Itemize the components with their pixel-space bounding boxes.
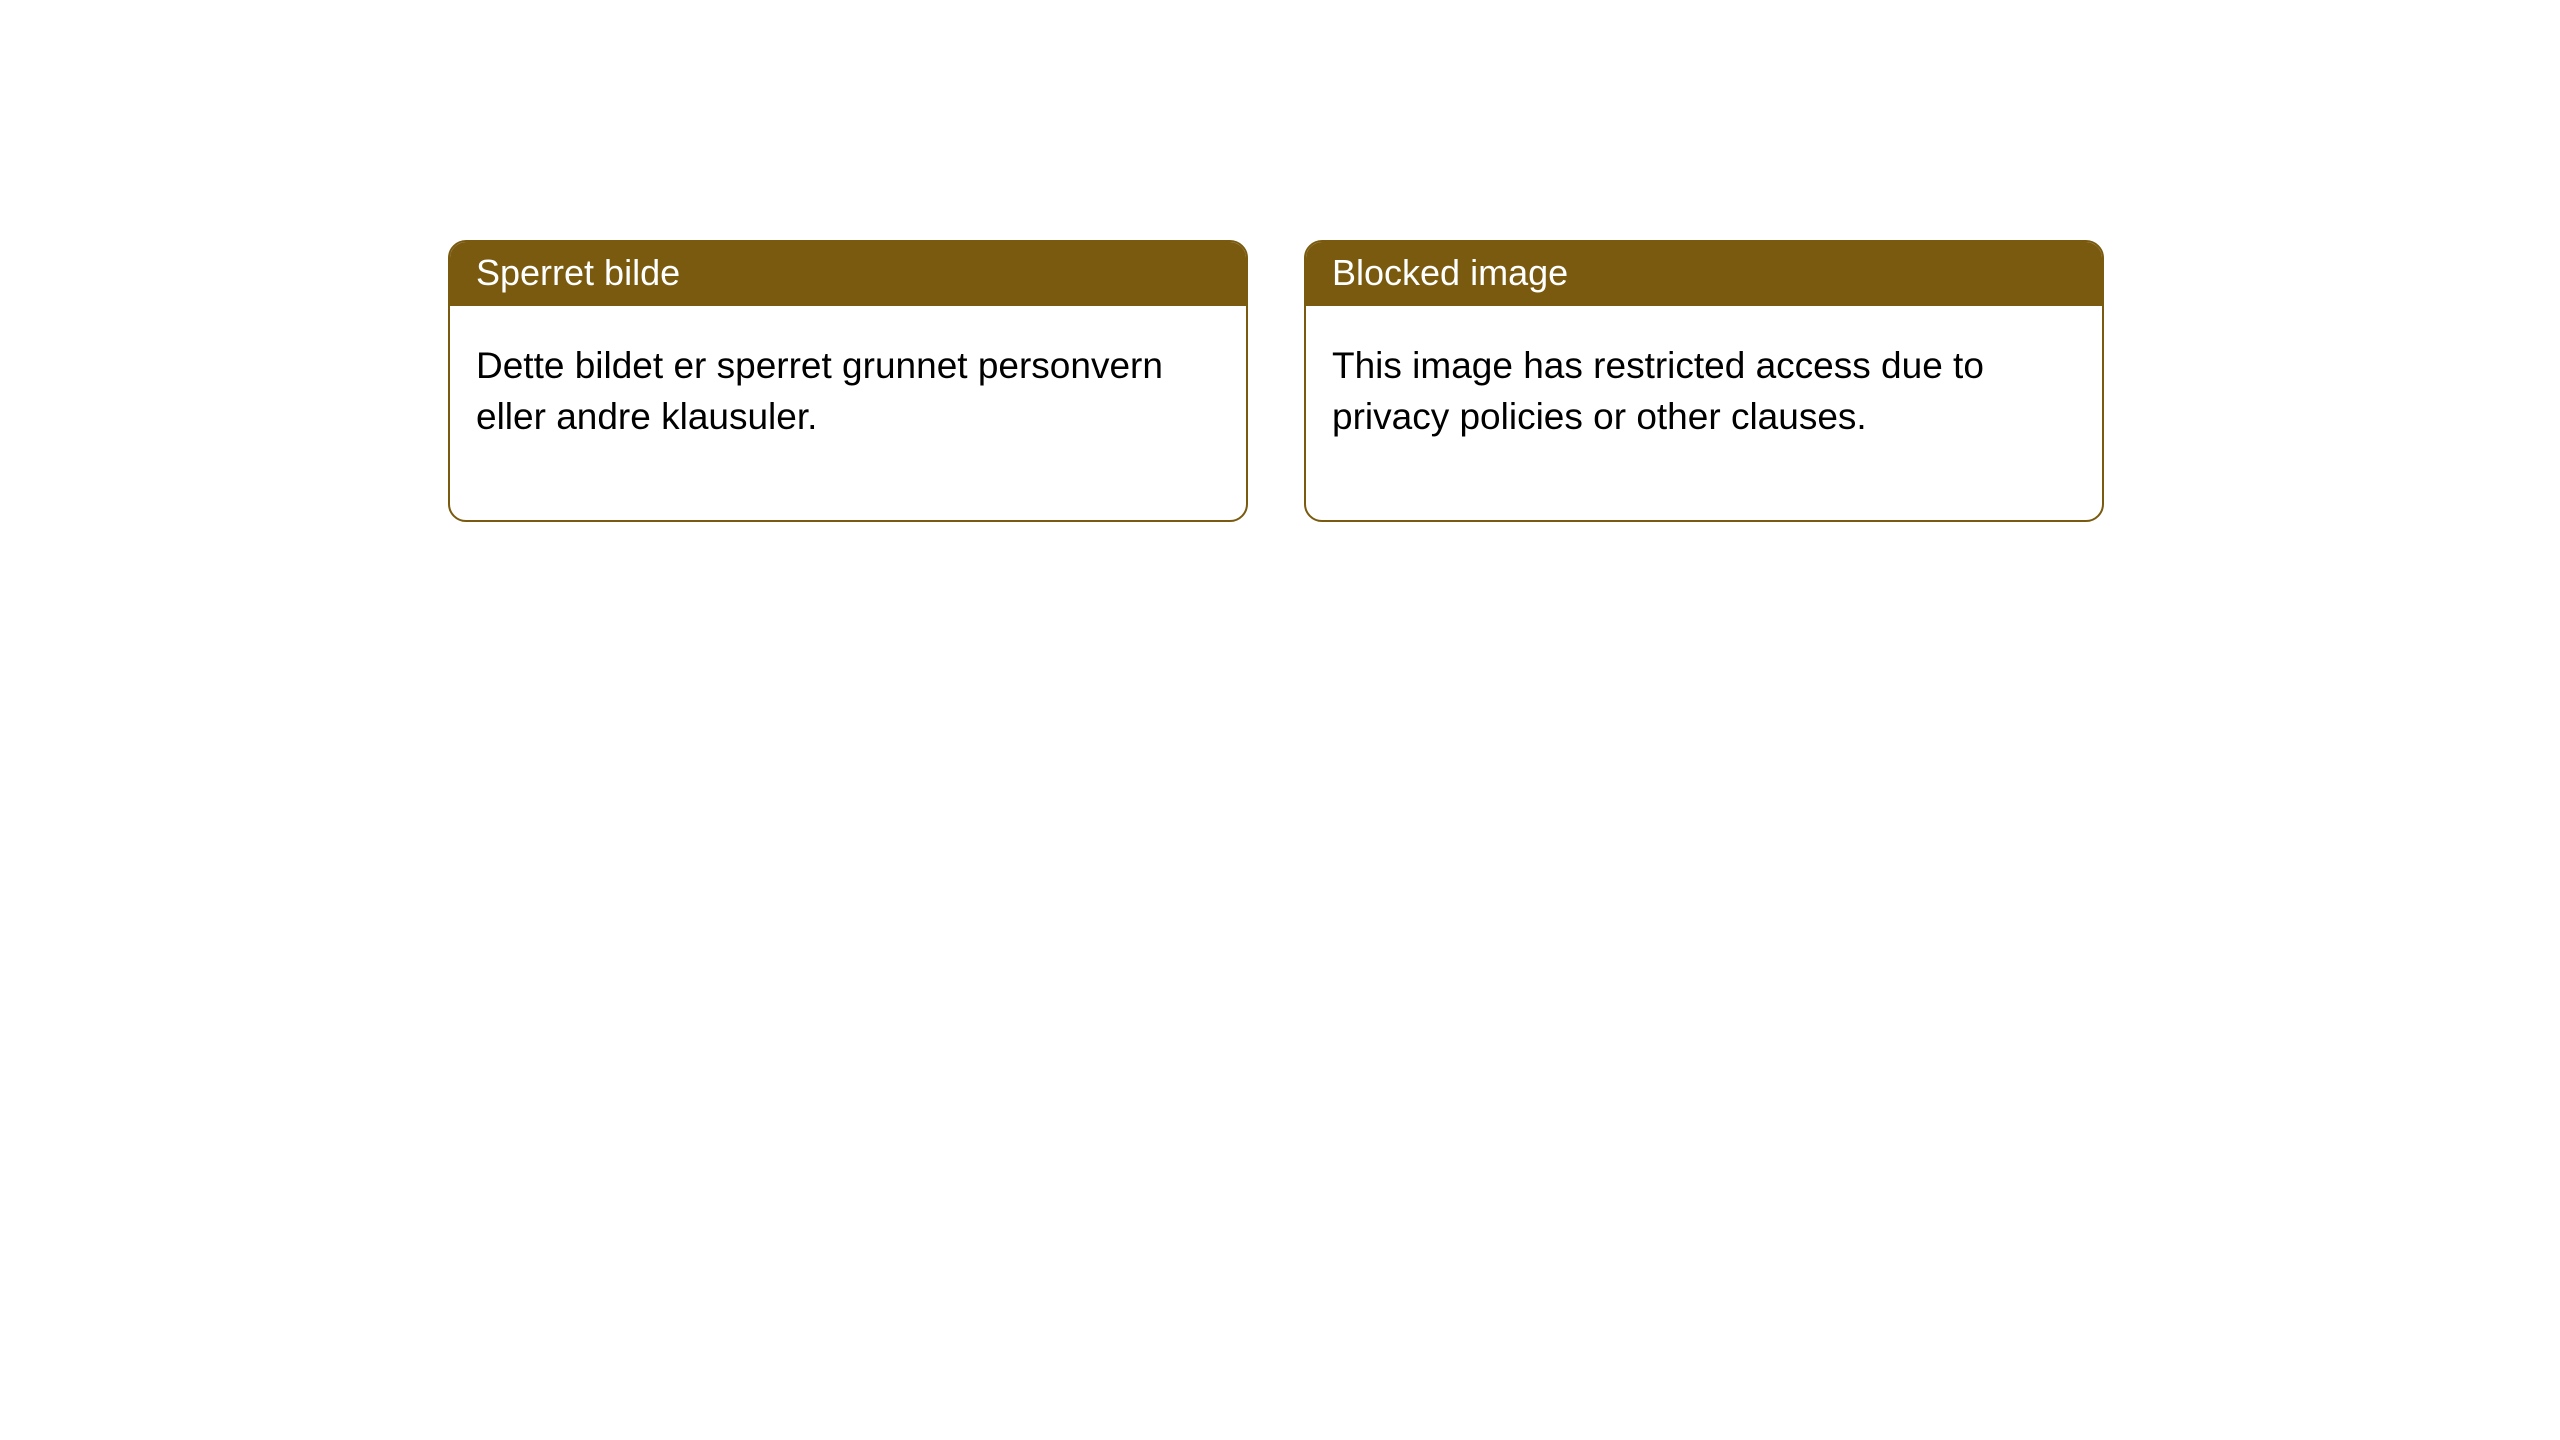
notice-card-norwegian: Sperret bilde Dette bildet er sperret gr… [448,240,1248,522]
card-header: Blocked image [1306,242,2102,306]
card-body: Dette bildet er sperret grunnet personve… [450,306,1246,520]
card-title: Sperret bilde [476,252,680,293]
card-body-text: Dette bildet er sperret grunnet personve… [476,345,1163,437]
card-header: Sperret bilde [450,242,1246,306]
card-body: This image has restricted access due to … [1306,306,2102,520]
notice-card-english: Blocked image This image has restricted … [1304,240,2104,522]
cards-container: Sperret bilde Dette bildet er sperret gr… [0,0,2560,522]
card-body-text: This image has restricted access due to … [1332,345,1984,437]
card-title: Blocked image [1332,252,1568,293]
